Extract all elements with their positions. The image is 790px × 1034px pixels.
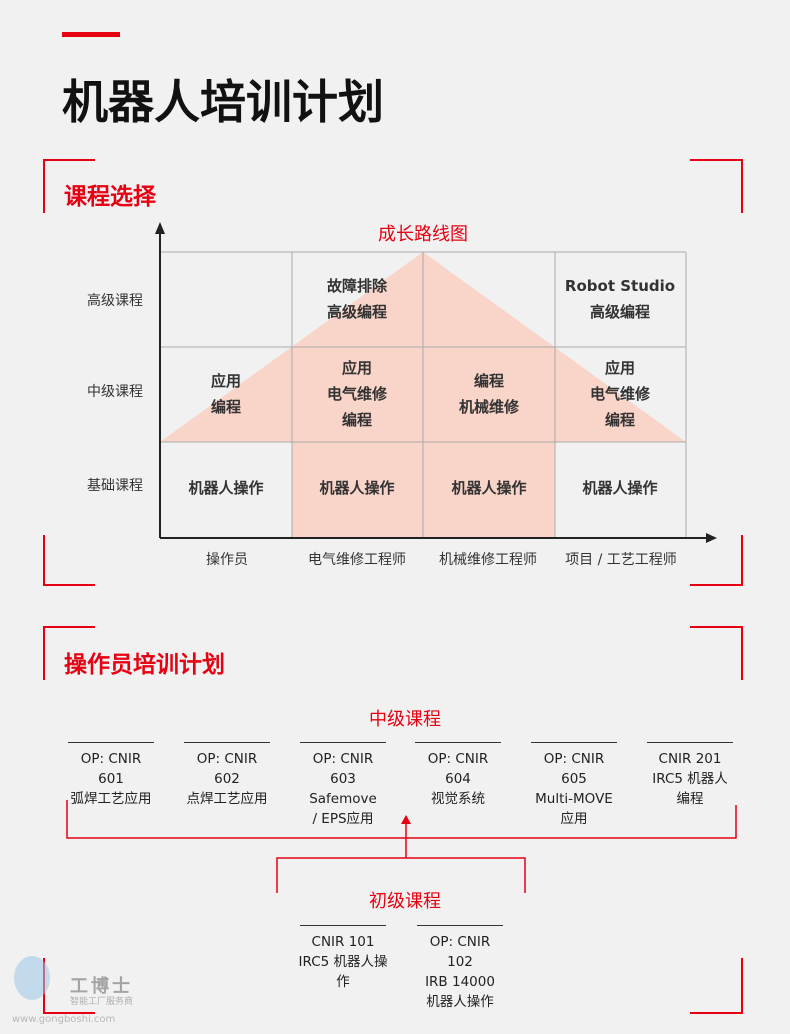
course-name: Multi-MOVE 应用 [535, 791, 613, 827]
x-axis-arrow [706, 533, 717, 543]
cell-basic-3: 机器人操作 [582, 479, 658, 497]
cell-intermediate-3: 应用 电气维修 编程 [589, 359, 651, 429]
divider [300, 925, 386, 926]
axes [159, 232, 708, 539]
divider [531, 742, 617, 743]
intermediate-course: OP: CNIR 605 Multi-MOVE 应用 [529, 742, 619, 829]
course-code: OP: CNIR 605 [543, 751, 605, 787]
course-code: CNIR 101 [311, 934, 375, 950]
course-name: IRC5 机器人操作 [298, 954, 388, 990]
course-code: CNIR 201 [658, 751, 722, 767]
chart-title: 成长路线图 [378, 224, 468, 245]
section1-heading: 课程选择 [64, 184, 156, 210]
watermark-brand: 工博士 [70, 976, 133, 997]
cell-advanced-3: Robot Studio 高级编程 [564, 277, 676, 321]
course-code: OP: CNIR 604 [427, 751, 489, 787]
col-label-operator: 操作员 [206, 552, 248, 568]
cell-basic-1: 机器人操作 [319, 479, 395, 497]
row-label-advanced: 高级课程 [87, 293, 143, 309]
divider [184, 742, 270, 743]
cell-intermediate-1: 应用 电气维修 编程 [326, 359, 388, 429]
intermediate-course: OP: CNIR 602 点焊工艺应用 [182, 742, 272, 809]
y-axis-arrow [155, 222, 165, 234]
row-label-intermediate: 中级课程 [87, 384, 143, 400]
cell-basic-0: 机器人操作 [188, 479, 264, 497]
cell-intermediate-0: 应用 编程 [210, 372, 242, 416]
intermediate-course: OP: CNIR 603 Safemove / EPS应用 [298, 742, 388, 829]
divider [68, 742, 154, 743]
divider [647, 742, 733, 743]
section2-heading: 操作员培训计划 [64, 652, 225, 678]
basic-course: CNIR 101 IRC5 机器人操作 [298, 925, 388, 992]
connector-lines [66, 800, 737, 893]
up-arrow-icon [401, 815, 411, 824]
col-label-mechanical: 机械维修工程师 [439, 552, 537, 568]
cell-intermediate-2: 编程 机械维修 [458, 372, 520, 416]
title-accent-bar [62, 32, 120, 37]
course-name: IRC5 机器人 编程 [652, 771, 728, 807]
course-code: OP: CNIR 601 [80, 751, 142, 787]
divider [415, 742, 501, 743]
intermediate-course: OP: CNIR 601 弧焊工艺应用 [66, 742, 156, 809]
course-code: OP: CNIR 602 [196, 751, 258, 787]
course-code: OP: CNIR 102 [429, 934, 491, 970]
col-label-project: 项目 / 工艺工程师 [565, 552, 677, 568]
intermediate-label: 中级课程 [369, 709, 441, 730]
intermediate-course: OP: CNIR 604 视觉系统 [413, 742, 503, 809]
course-name: IRB 14000 机器人操作 [425, 974, 495, 1010]
course-name: 弧焊工艺应用 [70, 791, 152, 807]
cell-basic-2: 机器人操作 [451, 479, 527, 497]
row-label-basic: 基础课程 [87, 478, 143, 494]
cell-advanced-1: 故障排除 高级编程 [326, 277, 388, 321]
watermark-tagline: 智能工厂服务商 [70, 997, 134, 1007]
divider [417, 925, 503, 926]
col-label-electrical: 电气维修工程师 [308, 552, 406, 568]
basic-label: 初级课程 [369, 891, 441, 912]
watermark-url: www.gongboshi.com [12, 1014, 116, 1025]
intermediate-course: CNIR 201 IRC5 机器人 编程 [645, 742, 735, 809]
mascot-icon [14, 956, 50, 1000]
section1-frame [43, 159, 743, 586]
basic-course: OP: CNIR 102 IRB 14000 机器人操作 [415, 925, 505, 1012]
watermark-logo: 工博士 智能工厂服务商 www.gongboshi.com [10, 950, 150, 1030]
grid [160, 251, 687, 537]
course-name: 点焊工艺应用 [186, 791, 268, 807]
course-name: 视觉系统 [431, 791, 485, 807]
page-title: 机器人培训计划 [62, 75, 384, 129]
course-name: Safemove / EPS应用 [309, 791, 377, 827]
course-code: OP: CNIR 603 [312, 751, 374, 787]
divider [300, 742, 386, 743]
